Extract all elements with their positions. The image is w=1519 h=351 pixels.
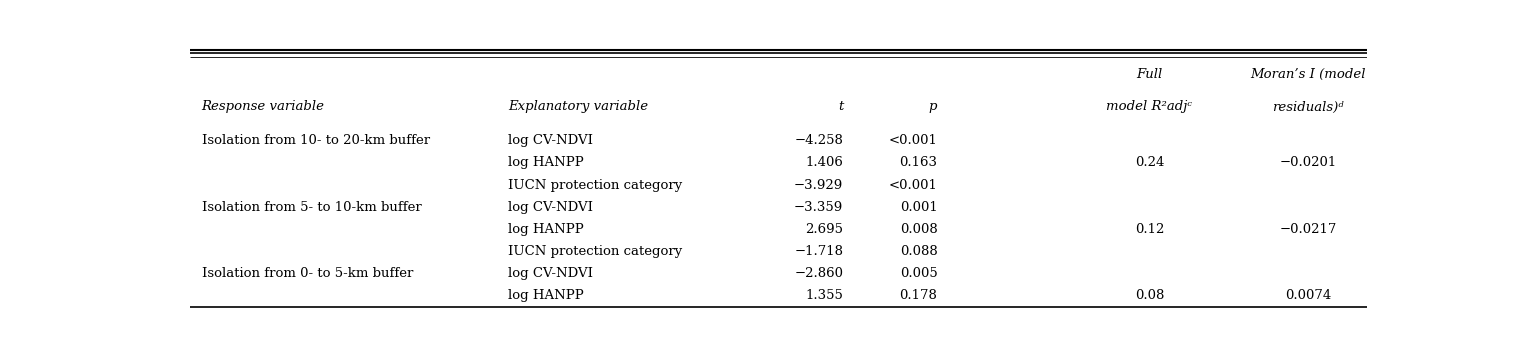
Text: −1.718: −1.718 [794,245,843,258]
Text: log HANPP: log HANPP [507,223,583,236]
Text: Isolation from 0- to 5-km buffer: Isolation from 0- to 5-km buffer [202,267,413,280]
Text: log CV-NDVI: log CV-NDVI [507,201,592,214]
Text: −2.860: −2.860 [794,267,843,280]
Text: log HANPP: log HANPP [507,290,583,303]
Text: 0.0074: 0.0074 [1285,290,1331,303]
Text: −4.258: −4.258 [794,134,843,147]
Text: 2.695: 2.695 [805,223,843,236]
Text: model R²adjᶜ: model R²adjᶜ [1106,100,1192,113]
Text: IUCN protection category: IUCN protection category [507,179,682,192]
Text: 1.355: 1.355 [805,290,843,303]
Text: Response variable: Response variable [202,100,325,113]
Text: 1.406: 1.406 [805,157,843,170]
Text: 0.008: 0.008 [899,223,937,236]
Text: 0.24: 0.24 [1135,157,1164,170]
Text: −0.0201: −0.0201 [1279,157,1337,170]
Text: log HANPP: log HANPP [507,157,583,170]
Text: 0.08: 0.08 [1135,290,1164,303]
Text: 0.12: 0.12 [1135,223,1164,236]
Text: 0.005: 0.005 [899,267,937,280]
Text: Isolation from 10- to 20-km buffer: Isolation from 10- to 20-km buffer [202,134,430,147]
Text: Moran’s I (model: Moran’s I (model [1250,68,1366,81]
Text: <0.001: <0.001 [889,134,937,147]
Text: Isolation from 5- to 10-km buffer: Isolation from 5- to 10-km buffer [202,201,421,214]
Text: Explanatory variable: Explanatory variable [507,100,647,113]
Text: p: p [930,100,937,113]
Text: Full: Full [1136,68,1162,81]
Text: t: t [838,100,843,113]
Text: log CV-NDVI: log CV-NDVI [507,134,592,147]
Text: 0.163: 0.163 [899,157,937,170]
Text: 0.088: 0.088 [899,245,937,258]
Text: 0.001: 0.001 [899,201,937,214]
Text: <0.001: <0.001 [889,179,937,192]
Text: −3.929: −3.929 [794,179,843,192]
Text: 0.178: 0.178 [899,290,937,303]
Text: log CV-NDVI: log CV-NDVI [507,267,592,280]
Text: −0.0217: −0.0217 [1279,223,1337,236]
Text: residuals)ᵈ: residuals)ᵈ [1273,100,1344,113]
Text: IUCN protection category: IUCN protection category [507,245,682,258]
Text: −3.359: −3.359 [794,201,843,214]
